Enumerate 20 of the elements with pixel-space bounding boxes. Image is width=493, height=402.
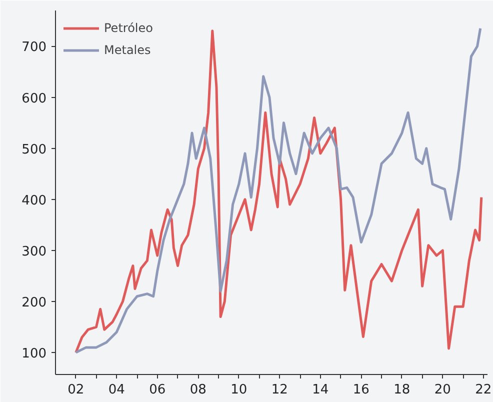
x-tick-label: 06 (149, 382, 166, 398)
x-tick-label: 08 (190, 382, 206, 398)
y-tick-label: 300 (22, 244, 47, 260)
x-tick-label: 22 (475, 382, 492, 398)
y-tick-label: 400 (22, 193, 47, 208)
x-tick-label: 04 (108, 382, 125, 398)
legend-label: Petróleo (104, 21, 153, 35)
x-tick-label: 10 (230, 382, 248, 398)
x-tick-label: 14 (312, 382, 329, 398)
x-tick-label: 02 (68, 382, 84, 398)
y-tick-label: 100 (22, 346, 47, 362)
y-tick-label: 500 (22, 142, 47, 158)
legend-label: Metales (104, 43, 151, 57)
x-tick-label: 18 (394, 382, 410, 398)
x-tick-label: 12 (271, 382, 288, 398)
x-tick-label: 16 (352, 382, 370, 398)
y-tick-label: 200 (22, 295, 47, 310)
y-tick-label: 700 (22, 40, 47, 56)
x-tick-label: 20 (434, 382, 451, 398)
y-tick-label: 600 (22, 91, 47, 106)
